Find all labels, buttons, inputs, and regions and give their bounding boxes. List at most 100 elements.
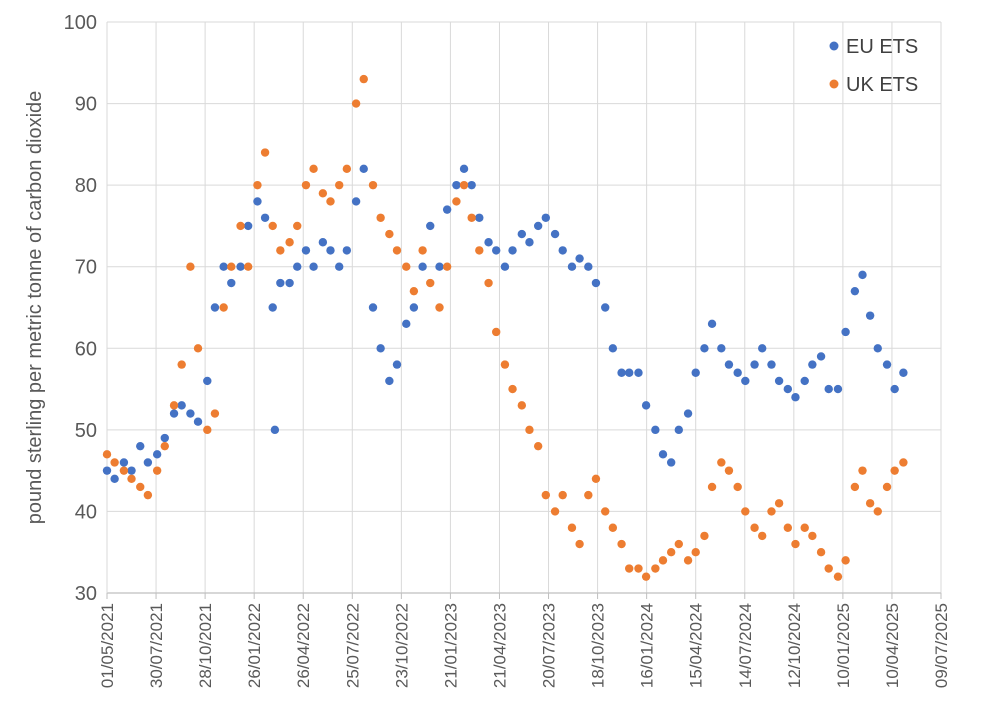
data-point [110, 458, 119, 467]
data-point [127, 474, 136, 483]
data-point [301, 180, 311, 190]
data-point [160, 441, 169, 451]
data-point [243, 221, 253, 231]
data-point [625, 368, 634, 377]
data-point [467, 213, 476, 222]
data-point [890, 384, 899, 394]
series-uk-ets [102, 74, 908, 581]
grid-layer [106, 21, 942, 594]
data-point [219, 303, 228, 312]
data-point [517, 401, 527, 410]
x-tick-label: 26/04/2022 [294, 603, 313, 688]
x-tick-label: 16/01/2024 [638, 603, 657, 688]
data-point [666, 458, 676, 467]
data-point [658, 556, 668, 565]
x-tick-label: 10/04/2025 [883, 603, 902, 688]
data-point [683, 409, 693, 418]
data-point [276, 278, 285, 288]
series-eu-ets [102, 164, 908, 483]
x-tick-label: 21/04/2023 [490, 603, 509, 688]
data-point [227, 278, 236, 288]
data-point [186, 262, 195, 271]
data-point [525, 238, 534, 247]
data-point [193, 344, 203, 353]
data-point [193, 417, 203, 426]
data-point [318, 189, 328, 198]
data-point [774, 376, 784, 386]
data-point [707, 319, 717, 329]
x-tick-label: 15/04/2024 [687, 603, 706, 688]
data-point [293, 262, 302, 271]
data-point [500, 360, 510, 369]
data-point [865, 311, 875, 320]
data-point [758, 344, 767, 353]
y-tick-label: 90 [75, 94, 97, 116]
data-point [376, 344, 385, 353]
data-point [268, 221, 277, 231]
data-point [452, 197, 461, 206]
y-tick-label: 50 [75, 420, 97, 442]
data-point [567, 523, 577, 532]
legend-label: EU ETS [846, 36, 918, 58]
data-point [351, 197, 361, 206]
data-point [301, 246, 311, 255]
data-point [435, 262, 444, 271]
axis-layer: 30 40 50 60 70 80 90 100 01/05/2021 30/07/2021 28/… [24, 12, 951, 688]
data-point [850, 286, 860, 296]
data-point [733, 368, 742, 377]
data-point [326, 246, 335, 255]
data-point [253, 180, 262, 190]
data-point [800, 523, 809, 532]
y-tick-label: 70 [75, 257, 97, 279]
data-point [119, 466, 129, 475]
data-point [617, 539, 626, 549]
data-point [591, 474, 601, 483]
y-tick-label: 80 [75, 175, 97, 197]
data-point [865, 499, 875, 508]
data-point [268, 303, 277, 312]
data-point [767, 507, 776, 516]
data-point [127, 466, 136, 475]
data-point [808, 531, 817, 541]
data-point [309, 164, 318, 174]
data-point [409, 286, 419, 296]
data-point [882, 482, 892, 492]
data-point [525, 425, 534, 435]
data-point [608, 344, 618, 353]
data-point [575, 539, 584, 549]
data-point [651, 425, 660, 435]
data-point [674, 539, 684, 549]
data-point [152, 450, 162, 459]
data-point [634, 564, 643, 573]
data-point [683, 556, 693, 565]
data-point [260, 148, 270, 157]
data-point [741, 507, 750, 516]
x-tick-label: 20/07/2023 [540, 603, 559, 688]
data-point [625, 564, 634, 573]
data-point [203, 425, 212, 435]
data-point [426, 278, 435, 288]
points-layer [102, 74, 908, 581]
data-point [783, 384, 793, 394]
data-point [293, 221, 302, 231]
data-point [452, 180, 461, 190]
data-point [335, 180, 344, 190]
data-point [873, 507, 882, 516]
data-point [435, 303, 444, 312]
data-point [558, 490, 567, 500]
data-point [475, 213, 484, 222]
data-point [418, 246, 427, 255]
data-point [841, 327, 850, 337]
data-point [707, 482, 717, 492]
data-point [236, 221, 245, 231]
y-tick-label: 60 [75, 338, 97, 360]
data-point [342, 246, 352, 255]
data-point [152, 466, 162, 475]
data-point [186, 409, 195, 418]
y-tick-label: 40 [75, 501, 97, 523]
data-point [409, 303, 419, 312]
data-point [767, 360, 776, 369]
data-point [426, 221, 435, 231]
